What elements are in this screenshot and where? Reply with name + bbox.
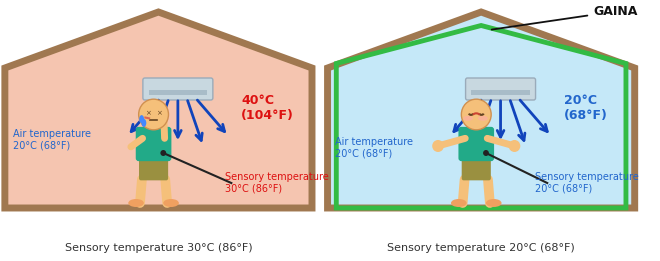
Circle shape <box>509 140 520 152</box>
Circle shape <box>432 140 444 152</box>
Ellipse shape <box>486 199 502 207</box>
Ellipse shape <box>128 199 144 207</box>
Bar <box>148 90 207 95</box>
Bar <box>471 90 530 95</box>
Text: ×: × <box>156 110 162 116</box>
Text: GAINA: GAINA <box>492 5 638 29</box>
FancyBboxPatch shape <box>465 78 535 100</box>
Text: ×: × <box>145 110 151 116</box>
Text: Sensory temperature
30°C (86°F): Sensory temperature 30°C (86°F) <box>224 172 328 194</box>
FancyBboxPatch shape <box>462 156 491 180</box>
Ellipse shape <box>451 199 467 207</box>
FancyBboxPatch shape <box>143 78 213 100</box>
Ellipse shape <box>163 199 179 207</box>
Circle shape <box>160 150 166 156</box>
Polygon shape <box>327 12 635 208</box>
Polygon shape <box>5 12 312 208</box>
Circle shape <box>461 99 491 130</box>
FancyBboxPatch shape <box>136 127 172 161</box>
FancyBboxPatch shape <box>139 156 168 180</box>
FancyBboxPatch shape <box>459 127 494 161</box>
Text: Air temperature
20°C (68°F): Air temperature 20°C (68°F) <box>13 129 90 151</box>
Ellipse shape <box>141 119 147 127</box>
Text: Sensory temperature
20°C (68°F): Sensory temperature 20°C (68°F) <box>535 172 638 194</box>
Ellipse shape <box>139 115 144 123</box>
Text: 20°C
(68°F): 20°C (68°F) <box>564 94 608 122</box>
Ellipse shape <box>463 116 473 121</box>
Ellipse shape <box>478 116 488 121</box>
Text: 40°C
(104°F): 40°C (104°F) <box>241 94 294 122</box>
Text: Air temperature
20°C (68°F): Air temperature 20°C (68°F) <box>335 137 413 159</box>
Text: Sensory temperature 30°C (86°F): Sensory temperature 30°C (86°F) <box>65 243 252 253</box>
Text: Sensory temperature 20°C (68°F): Sensory temperature 20°C (68°F) <box>387 243 575 253</box>
Circle shape <box>483 150 489 156</box>
Circle shape <box>139 99 168 130</box>
